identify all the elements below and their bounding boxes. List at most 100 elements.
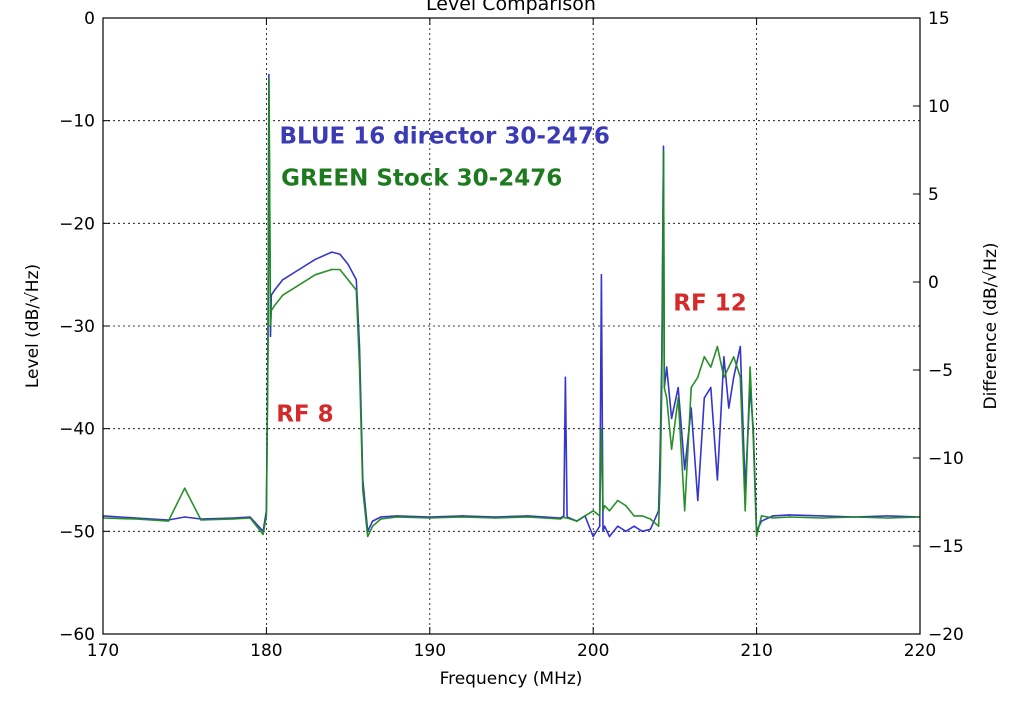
- series-1-point: [677, 387, 679, 389]
- series-1-point: [314, 258, 316, 260]
- series-2-point: [355, 289, 357, 291]
- series-1-point: [662, 145, 665, 147]
- series-2-point: [663, 387, 665, 389]
- series-2-point: [658, 525, 660, 527]
- series-2-point: [661, 387, 663, 389]
- annotation-4: RF 12: [673, 291, 746, 317]
- annotation-3: RF 8: [276, 401, 333, 427]
- series-2-point: [249, 517, 251, 519]
- series-1-point: [684, 469, 686, 471]
- series-2-point: [633, 515, 635, 517]
- y-tick-label: −60: [59, 625, 95, 645]
- series-2-point: [697, 376, 699, 378]
- series-1-point: [461, 515, 464, 517]
- y-tick-label: 0: [84, 9, 95, 29]
- series-2-point: [233, 518, 235, 520]
- series-2-point: [625, 505, 627, 507]
- series-2-point: [608, 510, 611, 512]
- y-axis-title: Level (dB/√Hz): [23, 264, 43, 388]
- series-1-point: [339, 253, 341, 255]
- series-1-point: [666, 366, 668, 368]
- x-tick-label: 200: [577, 641, 609, 661]
- series-2-point: [592, 510, 594, 512]
- x-tick-label: 220: [904, 641, 936, 661]
- series-2-point: [728, 366, 730, 368]
- x-tick-label: 190: [414, 641, 446, 661]
- series-2-point: [372, 525, 374, 527]
- series-2-point: [200, 519, 202, 521]
- series-1-point: [723, 356, 725, 358]
- series-2-point: [367, 535, 369, 538]
- series-2-point: [262, 533, 264, 536]
- series-2-point: [576, 520, 578, 522]
- series-2-point: [723, 376, 725, 378]
- series-1-point: [380, 516, 382, 518]
- series-2-point: [167, 520, 169, 522]
- series-2-point: [358, 366, 361, 368]
- y2-tick-label: 5: [928, 185, 939, 205]
- y2-tick-label: 10: [928, 97, 950, 117]
- series-2-point: [274, 304, 276, 307]
- series-1-point: [372, 520, 374, 522]
- series-2-point: [267, 345, 269, 348]
- y-tick-label: −30: [59, 317, 95, 337]
- series-2-point: [604, 505, 606, 507]
- series-1-point: [788, 514, 790, 516]
- series-2-point: [380, 518, 382, 520]
- series-1-point: [600, 274, 603, 276]
- series-2-point: [666, 397, 668, 399]
- series-1-point: [298, 268, 300, 271]
- y2-tick-label: 15: [928, 9, 950, 29]
- series-1-point: [564, 376, 567, 378]
- series-2-point: [331, 268, 333, 271]
- series-1-point: [396, 515, 398, 517]
- series-2-point: [662, 150, 665, 153]
- series-2-point: [584, 515, 586, 517]
- annotation-2: GREEN Stock 30-2476: [281, 165, 562, 191]
- x-axis-title: Frequency (MHz): [440, 669, 583, 689]
- series-1-point: [625, 530, 627, 532]
- y-tick-label: −40: [59, 420, 95, 440]
- series-2-point: [760, 515, 763, 517]
- series-1-point: [608, 535, 611, 538]
- series-1-point: [772, 515, 774, 517]
- series-1-point: [739, 345, 741, 348]
- series-1-point: [269, 335, 272, 337]
- y2-tick-label: −15: [928, 537, 964, 557]
- series-2-point: [599, 515, 601, 517]
- series-1-point: [617, 525, 619, 527]
- series-1-point: [347, 263, 349, 265]
- axis-ticks: 170 180 190 200 210 2200−10−20−30−40−50−60151…: [59, 9, 964, 661]
- series-1-point: [760, 520, 763, 522]
- y-tick-label: −20: [59, 214, 95, 234]
- series-1-point: [633, 525, 635, 527]
- series-2-point: [744, 510, 746, 512]
- y-tick-label: −10: [59, 112, 95, 132]
- series-2-point: [396, 516, 398, 518]
- series-2-point: [270, 310, 272, 312]
- series-2-point: [821, 517, 823, 519]
- series-1-point: [563, 515, 565, 517]
- x-tick-label: 180: [250, 641, 282, 661]
- series-2-point: [461, 516, 464, 518]
- series-2-point: [314, 274, 316, 276]
- series-1-point: [268, 73, 270, 76]
- y-tick-label: −50: [59, 522, 95, 542]
- series-1-point: [599, 525, 601, 527]
- series-2-point: [703, 356, 705, 358]
- series-1-point: [716, 479, 719, 481]
- series-2-point: [494, 517, 496, 519]
- series-2-point: [854, 516, 856, 518]
- y2-tick-label: 0: [928, 273, 939, 293]
- series-1-point: [649, 528, 652, 530]
- series-1-point: [671, 417, 673, 419]
- series-1-point: [886, 515, 888, 517]
- series-2-point: [677, 397, 679, 399]
- series-2-point: [733, 356, 735, 358]
- series-2-point: [362, 489, 364, 491]
- series-lines: [102, 73, 921, 538]
- series-2-point: [716, 345, 719, 348]
- series-1-point: [641, 530, 643, 532]
- y2-tick-label: −5: [928, 361, 953, 381]
